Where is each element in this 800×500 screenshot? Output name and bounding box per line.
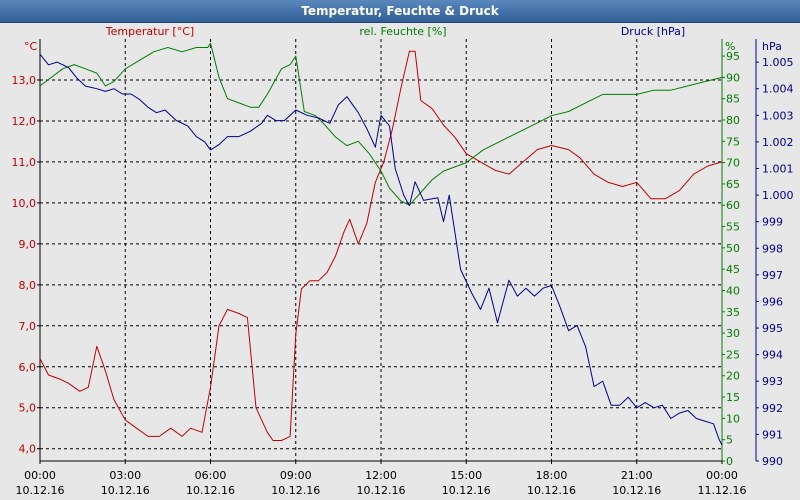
pressure-tick-label: 996 <box>762 295 783 308</box>
temperature-series-label: Temperatur [°C] <box>105 25 194 38</box>
humidity-tick-label: 15 <box>726 391 740 404</box>
temperature-tick-label: 13,0 <box>12 74 37 87</box>
pressure-tick-label: 1.002 <box>762 136 794 149</box>
x-tick-label-time: 00:00 <box>706 469 738 482</box>
humidity-tick-label: 30 <box>726 327 740 340</box>
x-tick-label-time: 06:00 <box>195 469 227 482</box>
humidity-tick-label: 35 <box>726 306 740 319</box>
pressure-tick-label: 997 <box>762 269 783 282</box>
humidity-unit-label: % <box>725 40 735 53</box>
x-tick-label-date: 10.12.16 <box>357 484 406 497</box>
temperature-tick-label: 6,0 <box>19 361 37 374</box>
x-tick-label-time: 09:00 <box>280 469 312 482</box>
humidity-tick-label: 20 <box>726 370 740 383</box>
grid-lines <box>40 39 722 461</box>
pressure-tick-label: 1.005 <box>762 56 794 69</box>
temperature-unit-label: °C <box>24 40 38 53</box>
pressure-series-line <box>39 53 723 446</box>
x-tick-label-time: 00:00 <box>24 469 56 482</box>
pressure-tick-label: 998 <box>762 242 783 255</box>
humidity-tick-label: 55 <box>726 221 740 234</box>
temperature-tick-label: 10,0 <box>12 197 37 210</box>
temperature-tick-label: 4,0 <box>19 443 37 456</box>
humidity-series-label: rel. Feuchte [%] <box>359 25 446 38</box>
pressure-tick-label: 992 <box>762 402 783 415</box>
x-tick-label-date: 11.12.16 <box>698 484 747 497</box>
pressure-tick-label: 1.003 <box>762 109 794 122</box>
pressure-tick-label: 1.004 <box>762 83 794 96</box>
pressure-series-label: Druck [hPa] <box>621 25 685 38</box>
temperature-tick-label: 12,0 <box>12 115 37 128</box>
temperature-tick-label: 5,0 <box>19 402 37 415</box>
pressure-tick-label: 990 <box>762 455 783 468</box>
pressure-tick-label: 1.001 <box>762 162 794 175</box>
series-lines <box>39 42 723 446</box>
pressure-tick-label: 1.000 <box>762 189 794 202</box>
x-tick-label-date: 10.12.16 <box>186 484 235 497</box>
temperature-tick-label: 9,0 <box>19 238 37 251</box>
pressure-tick-label: 994 <box>762 349 783 362</box>
humidity-tick-label: 45 <box>726 263 740 276</box>
x-tick-label-date: 10.12.16 <box>101 484 150 497</box>
humidity-tick-label: 85 <box>726 93 740 106</box>
x-tick-label-date: 10.12.16 <box>271 484 320 497</box>
pressure-tick-label: 991 <box>762 428 783 441</box>
x-tick-label-time: 18:00 <box>536 469 568 482</box>
humidity-tick-label: 10 <box>726 412 740 425</box>
temperature-series-line <box>39 50 723 441</box>
tick-labels: 4,0 5,0 6,0 7,0 8,0 9,0 10,0 11,0 12,0 13,0 °C 0 5 10… <box>12 25 794 497</box>
humidity-tick-label: 40 <box>726 284 740 297</box>
humidity-tick-label: 60 <box>726 199 740 212</box>
humidity-tick-label: 75 <box>726 135 740 148</box>
axes <box>37 39 759 464</box>
chart-title: Temperatur, Feuchte & Druck <box>0 0 800 23</box>
humidity-tick-label: 5 <box>726 434 733 447</box>
temperature-tick-label: 7,0 <box>19 320 37 333</box>
humidity-tick-label: 80 <box>726 114 740 127</box>
humidity-tick-label: 0 <box>726 455 733 468</box>
humidity-tick-label: 90 <box>726 71 740 84</box>
x-tick-label-date: 10.12.16 <box>442 484 491 497</box>
humidity-series-line <box>39 42 723 206</box>
x-tick-label-time: 15:00 <box>450 469 482 482</box>
humidity-tick-label: 65 <box>726 178 740 191</box>
humidity-tick-label: 95 <box>726 50 740 63</box>
x-tick-label-date: 10.12.16 <box>16 484 65 497</box>
pressure-tick-label: 995 <box>762 322 783 335</box>
temperature-tick-label: 11,0 <box>12 156 37 169</box>
x-tick-label-date: 10.12.16 <box>527 484 576 497</box>
humidity-tick-label: 50 <box>726 242 740 255</box>
pressure-tick-label: 993 <box>762 375 783 388</box>
pressure-tick-label: 999 <box>762 216 783 229</box>
x-tick-label-time: 12:00 <box>365 469 397 482</box>
humidity-tick-label: 25 <box>726 348 740 361</box>
humidity-tick-label: 70 <box>726 157 740 170</box>
x-tick-label-time: 03:00 <box>109 469 141 482</box>
pressure-unit-label: hPa <box>762 40 782 53</box>
x-tick-label-date: 10.12.16 <box>612 484 661 497</box>
x-tick-label-time: 21:00 <box>621 469 653 482</box>
temperature-tick-label: 8,0 <box>19 279 37 292</box>
